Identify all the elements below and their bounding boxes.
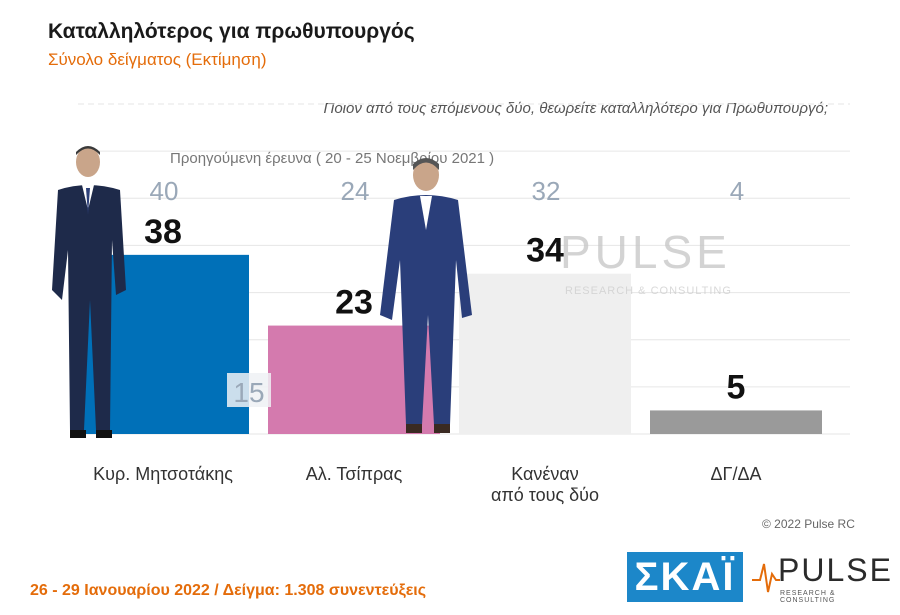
copyright-note: © 2022 Pulse RC: [762, 517, 855, 531]
chart-title: Καταλληλότερος για πρωθυπουργός: [48, 20, 415, 43]
pulse-logo: PULSE RESEARCH & CONSULTING: [752, 552, 891, 604]
data-label-4: 5: [727, 368, 746, 406]
data-label-1: 38: [144, 213, 182, 251]
pulse-watermark-tagline: RESEARCH & CONSULTING: [565, 285, 732, 297]
pulse-wave-icon: [752, 563, 780, 593]
data-label-3: 34: [526, 232, 564, 270]
pulse-logo-tagline: RESEARCH & CONSULTING: [780, 590, 836, 604]
skai-logo-text: ΣΚΑΪ: [634, 554, 736, 599]
category-label-2: Αλ. Τσίπρας: [306, 464, 403, 484]
category-label-4: ΔΓ/ΔΑ: [711, 464, 762, 484]
previous-value-3: 32: [532, 176, 561, 206]
previous-survey-label: Προηγούμενη έρευνα ( 20 - 25 Νοεμβρίου 2…: [170, 150, 495, 167]
bar-3: [459, 273, 631, 434]
previous-value-2: 24: [341, 176, 370, 206]
survey-date-sample: 26 - 29 Ιανουαρίου 2022 / Δείγμα: 1.308 …: [30, 582, 427, 599]
category-label-1: Κυρ. Μητσοτάκης: [93, 464, 233, 484]
category-label-3: Κανέναν: [511, 464, 579, 484]
previous-value-1: 40: [150, 176, 179, 206]
mitsotakis-photo: [52, 146, 126, 438]
extra-label-box: [227, 373, 271, 407]
bar-4: [650, 410, 822, 434]
pulse-logo-text: PULSE: [778, 552, 893, 588]
extra-value-label: 15: [233, 377, 264, 408]
chart-subtitle: Σύνολο δείγματος (Εκτίμηση): [48, 50, 267, 69]
category-label-3: από τους δύο: [491, 485, 599, 505]
data-label-2: 23: [335, 284, 373, 322]
skai-logo: ΣΚΑΪ: [627, 552, 743, 602]
pulse-watermark: PULSE: [560, 226, 731, 278]
previous-value-4: 4: [730, 176, 744, 206]
tsipras-photo: [380, 158, 472, 433]
